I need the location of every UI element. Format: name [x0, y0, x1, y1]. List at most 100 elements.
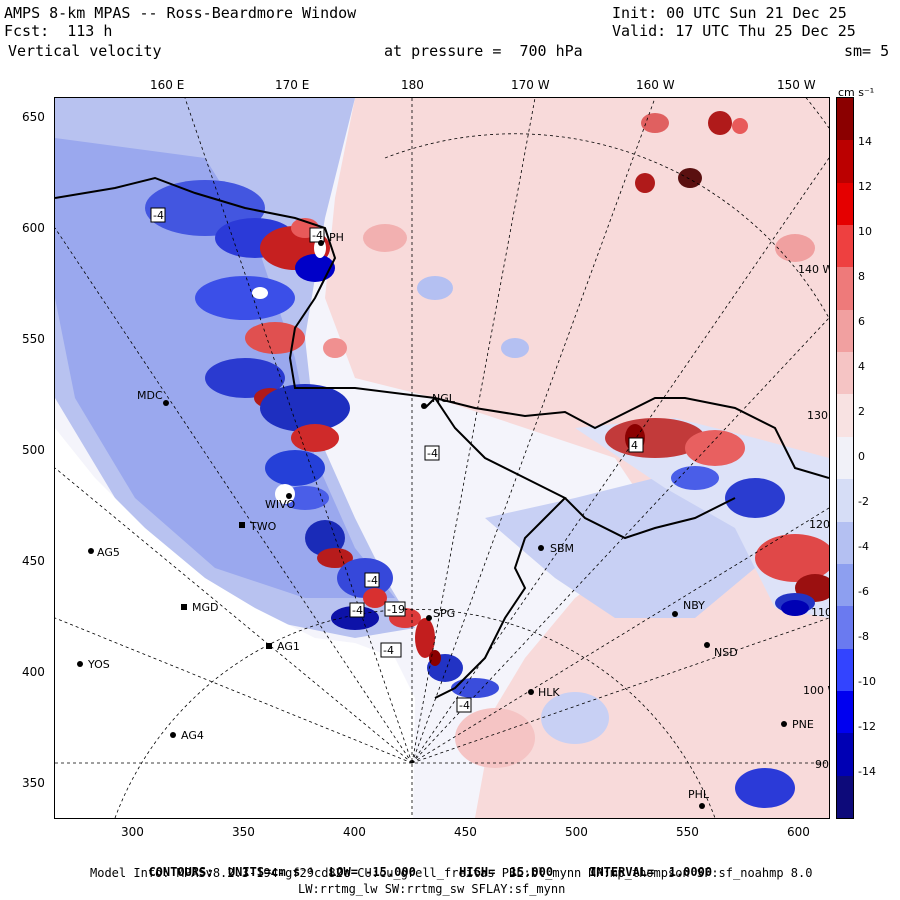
- colorbar-tick-label: 0: [858, 450, 865, 463]
- colorbar-segment: [837, 267, 853, 311]
- colorbar-tick-label: 4: [858, 360, 865, 373]
- station-HLK: HLK: [538, 686, 560, 699]
- colorbar-segment: [837, 436, 853, 480]
- station-YOS: YOS: [87, 658, 110, 671]
- x-tick-450: 450: [454, 825, 477, 839]
- station-WIVO: WIVO: [265, 498, 295, 511]
- positive-region-east: [325, 98, 829, 818]
- station-PHL: PHL: [688, 788, 710, 801]
- grid-label-120w: 120 W: [809, 518, 829, 531]
- colorbar-segment: [837, 140, 853, 184]
- colorbar-segment: [837, 309, 853, 353]
- colorbar-tick-label: -12: [858, 720, 876, 733]
- y-tick-400: 400: [22, 665, 45, 679]
- colorbar-segment: [837, 690, 853, 734]
- contour-label-6: -4: [459, 699, 470, 712]
- x-tick-550: 550: [676, 825, 699, 839]
- station-NBY: NBY: [683, 599, 705, 612]
- x-tick-350: 350: [232, 825, 255, 839]
- colorbar-segment: [837, 563, 853, 607]
- colorbar-tick-label: 6: [858, 315, 865, 328]
- lon-label-180: 180: [401, 78, 424, 92]
- colorbar-tick-label: 2: [858, 405, 865, 418]
- station-SPG: SPG: [433, 607, 455, 620]
- contours-line: CONTOURS: UNITS=cm s⁻¹ LOW= -15.000 HIGH…: [148, 865, 713, 879]
- grid-label-100w: 100 W: [803, 684, 829, 697]
- colorbar-units: cm s⁻¹: [838, 86, 875, 99]
- colorbar-tick-label: -4: [858, 540, 869, 553]
- mountain-wave-band: [145, 180, 499, 698]
- vertical-velocity-map: -4 -4 -4 -4 -4 -4 4 -4 -19 PH MDC NGL WI…: [54, 97, 830, 819]
- grid-label-90w: 90 W: [815, 758, 829, 771]
- station-AG1: AG1: [277, 640, 300, 653]
- valid-time: Valid: 17 UTC Thu 25 Dec 25: [612, 22, 856, 40]
- colorbar-segment: [837, 775, 853, 819]
- colorbar-tick-label: -14: [858, 765, 876, 778]
- contour-label-3: -4: [352, 604, 363, 617]
- lon-label-150w: 150 W: [777, 78, 816, 92]
- grid-label-140w: 140 W: [798, 263, 829, 276]
- colorbar-tick-label: -6: [858, 585, 869, 598]
- colorbar-segment: [837, 733, 853, 777]
- colorbar-segment: [837, 352, 853, 395]
- contour-label-7: 4: [631, 439, 638, 452]
- station-MGD: MGD: [192, 601, 219, 614]
- contour-label-2: -4: [312, 229, 323, 242]
- station-markers: PH MDC NGL WIVO TWO AG5 SBM MGD SPG AG1 …: [77, 231, 814, 809]
- colorbar-segment: [837, 479, 853, 523]
- model-info-line1: Model Info: MPASv8.2.3-194-gf29cd82c CU:…: [90, 866, 813, 880]
- y-tick-650: 650: [22, 110, 45, 124]
- station-TWO: TWO: [249, 520, 277, 533]
- x-tick-600: 600: [787, 825, 810, 839]
- y-tick-450: 450: [22, 554, 45, 568]
- no-data-region: [55, 428, 415, 818]
- coastline: [55, 176, 829, 699]
- contour-label-9: -19: [387, 603, 405, 616]
- variable-name: Vertical velocity: [8, 42, 162, 60]
- contour-label-1: -4: [153, 209, 164, 222]
- station-AG5: AG5: [97, 546, 120, 559]
- colorbar-tick-label: -2: [858, 495, 869, 508]
- grid-overlay-labels: 140 W 130 W 120 W 110 W 100 W 90 W: [798, 263, 829, 771]
- lon-label-170e: 170 E: [275, 78, 310, 92]
- x-tick-300: 300: [121, 825, 144, 839]
- contour-label-5: -4: [427, 447, 438, 460]
- station-NGL: NGL: [432, 392, 456, 405]
- y-tick-550: 550: [22, 332, 45, 346]
- y-tick-350: 350: [22, 776, 45, 790]
- colorbar-segment: [837, 521, 853, 565]
- station-AG4: AG4: [181, 729, 204, 742]
- colorbar-segment: [837, 182, 853, 226]
- lon-label-160w: 160 W: [636, 78, 675, 92]
- station-SBM: SBM: [550, 542, 574, 555]
- colorbar-segment: [837, 98, 853, 141]
- plot-title: AMPS 8-km MPAS -- Ross-Beardmore Window: [4, 4, 357, 22]
- colorbar-tick-label: 14: [858, 135, 872, 148]
- colorbar-tick-label: 12: [858, 180, 872, 193]
- contour-label-4: -4: [383, 644, 394, 657]
- model-info-line2: LW:rrtmg_lw SW:rrtmg_sw SFLAY:sf_mynn: [298, 882, 566, 896]
- scattered-cells: [363, 111, 815, 808]
- colorbar-segment: [837, 648, 853, 692]
- station-PH: PH: [329, 231, 344, 244]
- colorbar-tick-label: -8: [858, 630, 869, 643]
- grid-label-110w: 110 W: [811, 606, 829, 619]
- y-tick-600: 600: [22, 221, 45, 235]
- x-tick-500: 500: [565, 825, 588, 839]
- init-time: Init: 00 UTC Sun 21 Dec 25: [612, 4, 847, 22]
- pressure-level: at pressure = 700 hPa: [384, 42, 583, 60]
- colorbar-tick-label: -10: [858, 675, 876, 688]
- station-MDC: MDC: [137, 389, 163, 402]
- x-tick-400: 400: [343, 825, 366, 839]
- y-tick-500: 500: [22, 443, 45, 457]
- colorbar-segment: [837, 394, 853, 438]
- station-NSD: NSD: [714, 646, 738, 659]
- colorbar: [836, 97, 854, 819]
- colorbar-segment: [837, 225, 853, 268]
- colorbar-tick-label: 8: [858, 270, 865, 283]
- lon-label-160e: 160 E: [150, 78, 185, 92]
- colorbar-tick-label: 10: [858, 225, 872, 238]
- grid-label-130w: 130 W: [807, 409, 829, 422]
- colorbar-segment: [837, 606, 853, 650]
- forecast-hour: Fcst: 113 h: [4, 22, 113, 40]
